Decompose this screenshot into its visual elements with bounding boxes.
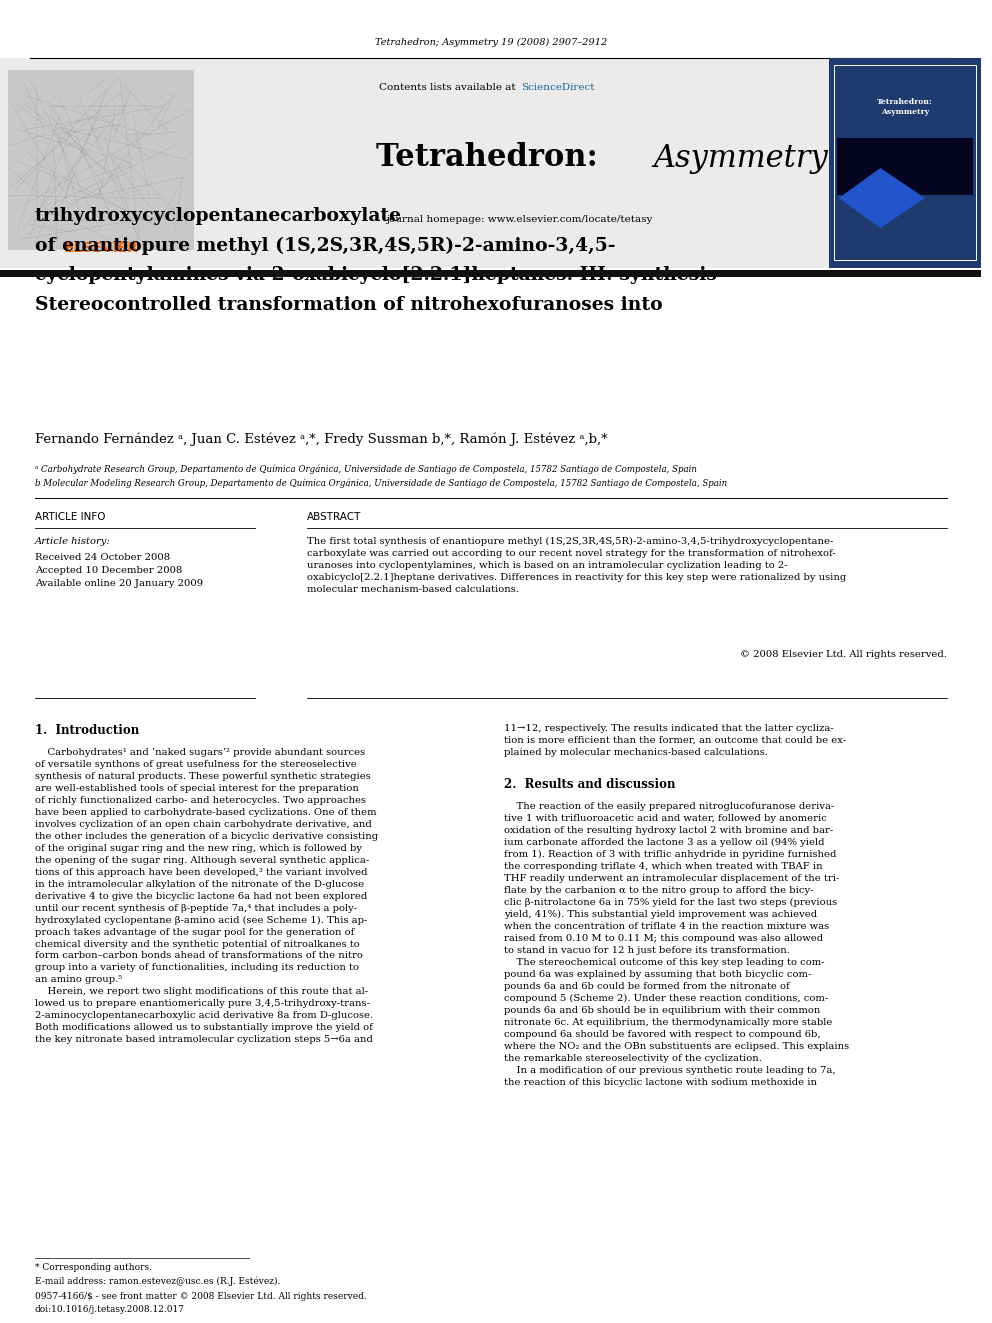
Text: journal homepage: www.elsevier.com/locate/tetasy: journal homepage: www.elsevier.com/locat… xyxy=(386,216,653,225)
Text: ScienceDirect: ScienceDirect xyxy=(522,83,595,93)
Bar xyxy=(0,270,981,277)
Text: ABSTRACT: ABSTRACT xyxy=(307,512,361,523)
Text: 11→12, respectively. The results indicated that the latter cycliza-
tion is more: 11→12, respectively. The results indicat… xyxy=(505,724,846,757)
Text: 0957-4166/$ - see front matter © 2008 Elsevier Ltd. All rights reserved.: 0957-4166/$ - see front matter © 2008 El… xyxy=(35,1293,366,1301)
Text: The first total synthesis of enantiopure methyl (1S,2S,3R,4S,5R)-2-amino-3,4,5-t: The first total synthesis of enantiopure… xyxy=(307,537,846,594)
Polygon shape xyxy=(839,168,925,228)
Text: ELSEVIER: ELSEVIER xyxy=(64,241,139,255)
Text: trihydroxycyclopentanecarboxylate: trihydroxycyclopentanecarboxylate xyxy=(35,206,402,225)
Text: Tetrahedron:: Tetrahedron: xyxy=(376,143,608,173)
Text: E-mail address: ramon.estevez@usc.es (R.J. Estévez).: E-mail address: ramon.estevez@usc.es (R.… xyxy=(35,1275,280,1286)
Bar xyxy=(829,58,981,269)
Text: Tetrahedron:
Asymmetry: Tetrahedron: Asymmetry xyxy=(877,98,933,116)
Bar xyxy=(8,70,193,250)
Text: Stereocontrolled transformation of nitrohexofuranoses into: Stereocontrolled transformation of nitro… xyxy=(35,296,663,314)
Text: Fernando Fernández ᵃ, Juan C. Estévez ᵃ,*, Fredy Sussman b,*, Ramón J. Estévez ᵃ: Fernando Fernández ᵃ, Juan C. Estévez ᵃ,… xyxy=(35,433,607,446)
Bar xyxy=(837,138,973,194)
Text: * Corresponding authors.: * Corresponding authors. xyxy=(35,1263,152,1271)
Text: 1.  Introduction: 1. Introduction xyxy=(35,724,139,737)
Text: b Molecular Modeling Research Group, Departamento de Química Orgánica, Universid: b Molecular Modeling Research Group, Dep… xyxy=(35,479,727,488)
Text: ᵃ Carbohydrate Research Group, Departamento de Química Orgánica, Universidade de: ᵃ Carbohydrate Research Group, Departame… xyxy=(35,464,696,475)
Text: Asymmetry: Asymmetry xyxy=(653,143,827,173)
Text: Available online 20 January 2009: Available online 20 January 2009 xyxy=(35,579,202,587)
Text: cyclopentylamines via 2-oxabicyclo[2.2.1]heptanes. III: synthesis: cyclopentylamines via 2-oxabicyclo[2.2.1… xyxy=(35,266,716,284)
Bar xyxy=(834,65,976,261)
Text: © 2008 Elsevier Ltd. All rights reserved.: © 2008 Elsevier Ltd. All rights reserved… xyxy=(740,650,946,659)
Text: ARTICLE INFO: ARTICLE INFO xyxy=(35,512,105,523)
Text: Carbohydrates¹ and ‘naked sugars’² provide abundant sources
of versatile synthon: Carbohydrates¹ and ‘naked sugars’² provi… xyxy=(35,747,378,1044)
Text: Accepted 10 December 2008: Accepted 10 December 2008 xyxy=(35,566,182,576)
Text: doi:10.1016/j.tetasy.2008.12.017: doi:10.1016/j.tetasy.2008.12.017 xyxy=(35,1304,185,1314)
Text: Article history:: Article history: xyxy=(35,537,110,546)
Text: of enantiopure methyl (1S,2S,3R,4S,5R)-2-amino-3,4,5-: of enantiopure methyl (1S,2S,3R,4S,5R)-2… xyxy=(35,237,615,255)
Text: Contents lists available at: Contents lists available at xyxy=(380,83,520,93)
Bar xyxy=(0,58,981,269)
Text: Tetrahedron; Asymmetry 19 (2008) 2907–2912: Tetrahedron; Asymmetry 19 (2008) 2907–29… xyxy=(375,37,607,46)
Text: The reaction of the easily prepared nitroglucofuranose deriva-
tive 1 with trifl: The reaction of the easily prepared nitr… xyxy=(505,802,849,1086)
Text: Received 24 October 2008: Received 24 October 2008 xyxy=(35,553,170,562)
Text: 2.  Results and discussion: 2. Results and discussion xyxy=(505,778,676,791)
